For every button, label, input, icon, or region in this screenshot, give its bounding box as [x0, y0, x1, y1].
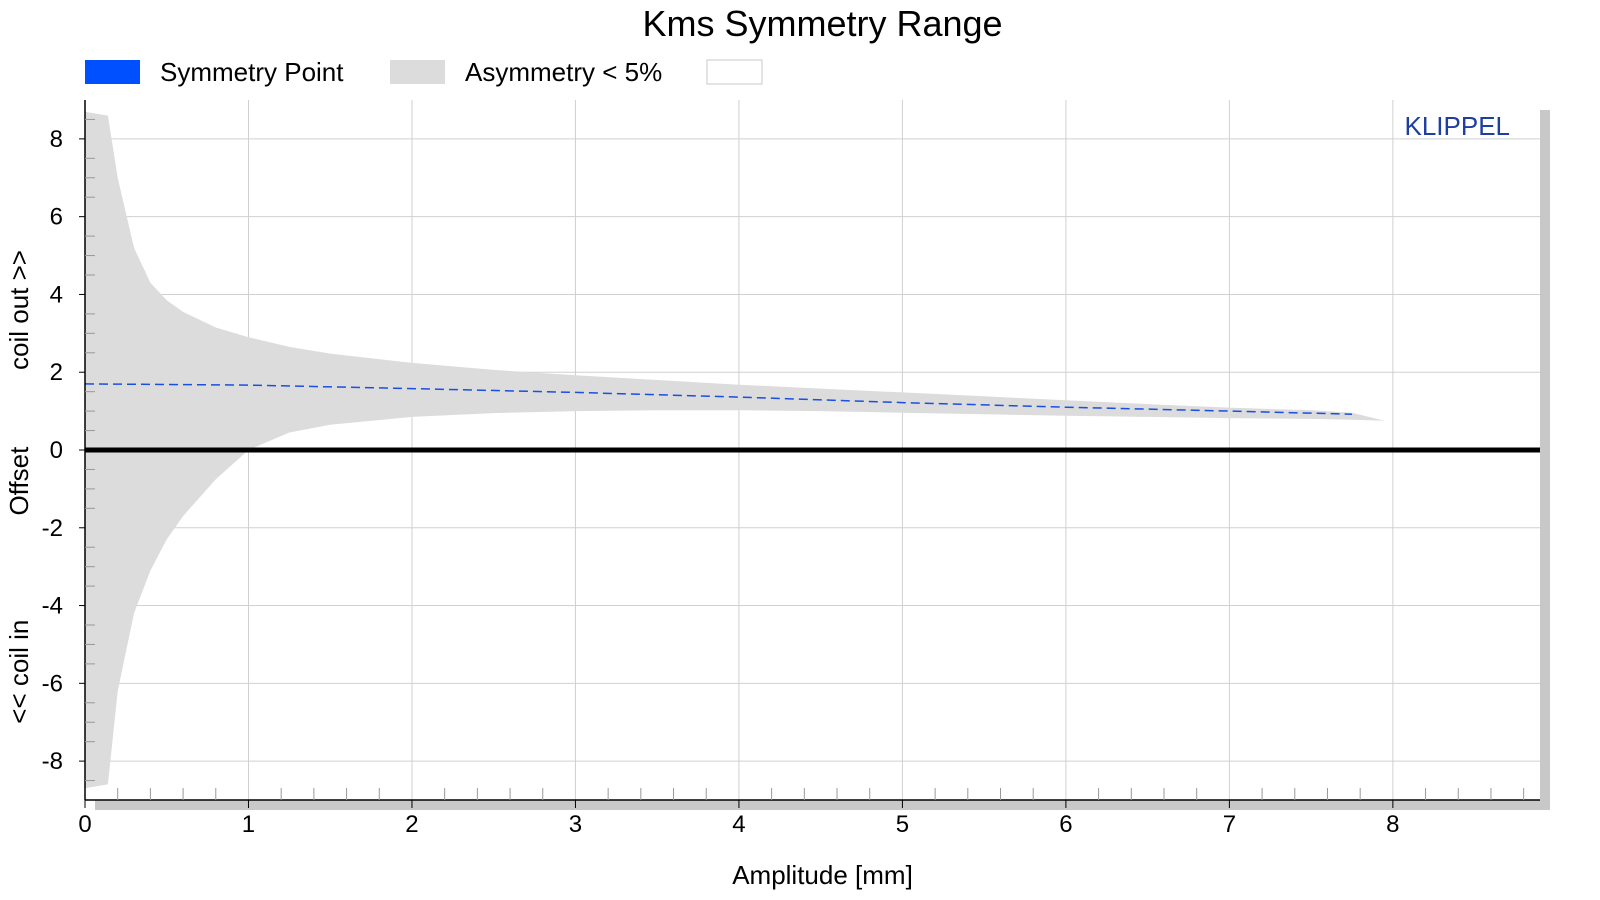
legend-label: Asymmetry < 5%	[465, 57, 662, 87]
y-axis-label-part: << coil in	[4, 620, 34, 724]
x-tick-label: 3	[569, 811, 582, 838]
x-tick-label: 5	[896, 811, 909, 838]
y-tick-label: -2	[42, 515, 63, 542]
x-tick-label: 0	[78, 811, 91, 838]
x-tick-label: 8	[1386, 811, 1399, 838]
klippel-watermark: KLIPPEL	[1404, 111, 1510, 141]
legend-swatch	[390, 60, 445, 84]
legend-label: Symmetry Point	[160, 57, 344, 87]
x-tick-label: 7	[1223, 811, 1236, 838]
y-tick-label: -8	[42, 748, 63, 775]
y-tick-label: -4	[42, 593, 63, 620]
y-tick-label: -6	[42, 670, 63, 697]
legend-swatch	[706, 59, 763, 85]
y-tick-label: 4	[50, 281, 63, 308]
x-tick-label: 2	[405, 811, 418, 838]
symmetry-point-line	[84, 383, 1353, 415]
y-tick-label: 8	[50, 126, 63, 153]
x-tick-label: 1	[242, 811, 255, 838]
x-tick-label: 4	[732, 811, 745, 838]
y-axis-label-part: Offset	[4, 446, 34, 516]
y-tick-label: 6	[50, 204, 63, 231]
legend-swatch	[85, 60, 140, 84]
x-axis-label: Amplitude [mm]	[732, 860, 913, 890]
y-axis-label-part: coil out >>	[4, 250, 34, 370]
y-tick-label: 0	[50, 437, 63, 464]
chart-title: Kms Symmetry Range	[642, 3, 1002, 44]
y-tick-label: 2	[50, 359, 63, 386]
x-tick-label: 6	[1059, 811, 1072, 838]
